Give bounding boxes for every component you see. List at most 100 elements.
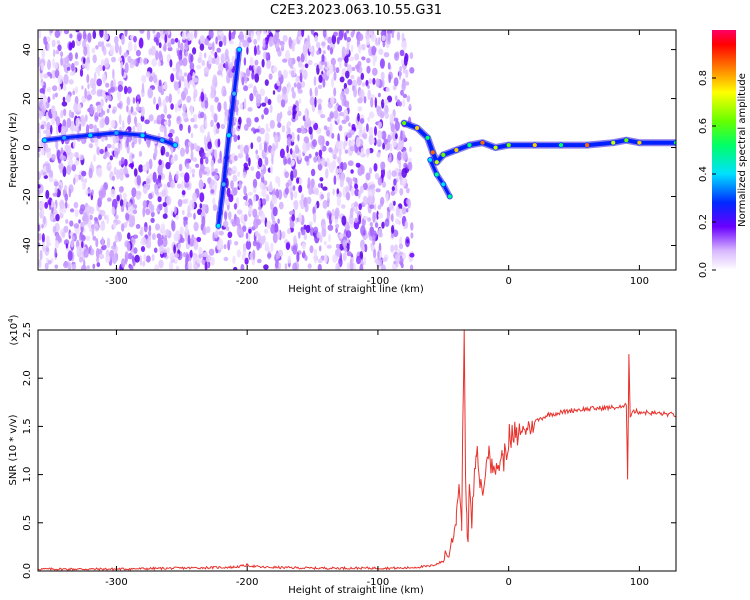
noise-mark <box>87 219 92 229</box>
noise-mark <box>286 137 292 147</box>
noise-mark <box>89 214 93 221</box>
noise-mark <box>409 146 412 153</box>
bottom-x-axis-label: Height of straight line (km) <box>288 585 424 596</box>
noise-mark <box>345 176 350 183</box>
noise-mark <box>183 72 188 77</box>
noise-mark <box>165 228 170 236</box>
noise-mark <box>62 83 67 92</box>
noise-mark <box>389 152 392 164</box>
noise-mark <box>129 264 134 270</box>
noise-mark <box>292 185 296 192</box>
noise-mark <box>134 254 140 263</box>
noise-mark <box>140 106 145 117</box>
noise-mark <box>303 233 307 241</box>
noise-mark <box>38 56 41 67</box>
noise-mark <box>356 77 362 86</box>
noise-mark <box>238 116 242 126</box>
noise-mark <box>66 145 72 156</box>
noise-mark <box>377 204 382 210</box>
steep-trace-point <box>236 46 243 53</box>
noise-mark <box>382 142 385 150</box>
noise-mark <box>152 233 156 241</box>
noise-mark <box>127 206 132 212</box>
noise-mark <box>93 217 98 222</box>
noise-mark <box>185 145 190 155</box>
noise-mark <box>363 256 366 266</box>
noise-mark <box>401 176 406 188</box>
noise-mark <box>325 140 330 147</box>
noise-mark <box>170 147 174 155</box>
noise-mark <box>159 203 163 211</box>
low-frequency-trace-point <box>113 130 120 136</box>
noise-mark <box>160 90 164 96</box>
noise-mark <box>212 197 216 206</box>
noise-mark <box>339 178 344 188</box>
figure-title: C2E3.2023.063.10.55.G31 <box>270 3 442 18</box>
noise-mark <box>96 262 101 268</box>
noise-mark <box>156 233 162 239</box>
noise-mark <box>63 74 69 85</box>
noise-mark <box>239 32 245 43</box>
noise-mark <box>60 56 63 66</box>
noise-mark <box>183 251 186 258</box>
noise-mark <box>301 128 306 134</box>
noise-mark <box>273 34 278 45</box>
bottom-x-tick-label: 100 <box>630 577 649 588</box>
noise-mark <box>75 30 80 33</box>
noise-mark <box>53 181 59 187</box>
noise-mark <box>80 231 83 237</box>
noise-mark <box>282 58 288 63</box>
noise-mark <box>43 121 47 127</box>
noise-mark <box>398 69 402 80</box>
noise-mark <box>295 76 300 84</box>
noise-mark <box>321 227 327 238</box>
noise-mark <box>145 238 152 249</box>
noise-mark <box>341 204 346 209</box>
noise-mark <box>349 145 355 152</box>
noise-mark <box>199 35 205 44</box>
noise-mark <box>114 36 119 45</box>
noise-mark <box>60 110 64 119</box>
noise-mark <box>201 203 207 212</box>
noise-mark <box>252 208 258 218</box>
noise-mark <box>116 194 120 202</box>
noise-mark <box>308 153 312 159</box>
noise-mark <box>334 210 339 221</box>
noise-mark <box>102 90 106 99</box>
noise-mark <box>166 195 172 206</box>
noise-mark <box>212 204 218 212</box>
noise-mark <box>54 247 57 258</box>
noise-mark <box>200 156 204 166</box>
noise-mark <box>85 189 89 196</box>
noise-mark <box>158 259 164 269</box>
noise-mark <box>214 230 219 239</box>
noise-mark <box>74 151 80 158</box>
bottom-y-tick-label: 2.0 <box>22 370 33 386</box>
noise-mark <box>368 127 374 136</box>
noise-mark <box>116 169 120 180</box>
noise-mark <box>224 211 228 221</box>
bottom-plot-frame <box>37 329 677 572</box>
noise-mark <box>233 266 238 270</box>
noise-mark <box>87 83 90 90</box>
noise-mark <box>399 236 403 246</box>
noise-mark <box>243 144 249 155</box>
noise-mark <box>205 156 209 165</box>
noise-mark <box>377 129 381 139</box>
noise-mark <box>188 80 195 85</box>
noise-mark <box>68 109 72 118</box>
noise-mark <box>59 168 63 174</box>
noise-mark <box>158 42 162 49</box>
noise-mark <box>126 241 131 252</box>
noise-mark <box>313 212 317 223</box>
noise-mark <box>112 109 116 114</box>
noise-mark <box>142 200 147 208</box>
noise-mark <box>58 85 62 92</box>
noise-mark <box>254 230 259 237</box>
noise-mark <box>356 255 361 265</box>
noise-mark <box>88 168 93 179</box>
noise-mark <box>405 208 409 213</box>
noise-mark <box>190 117 195 123</box>
